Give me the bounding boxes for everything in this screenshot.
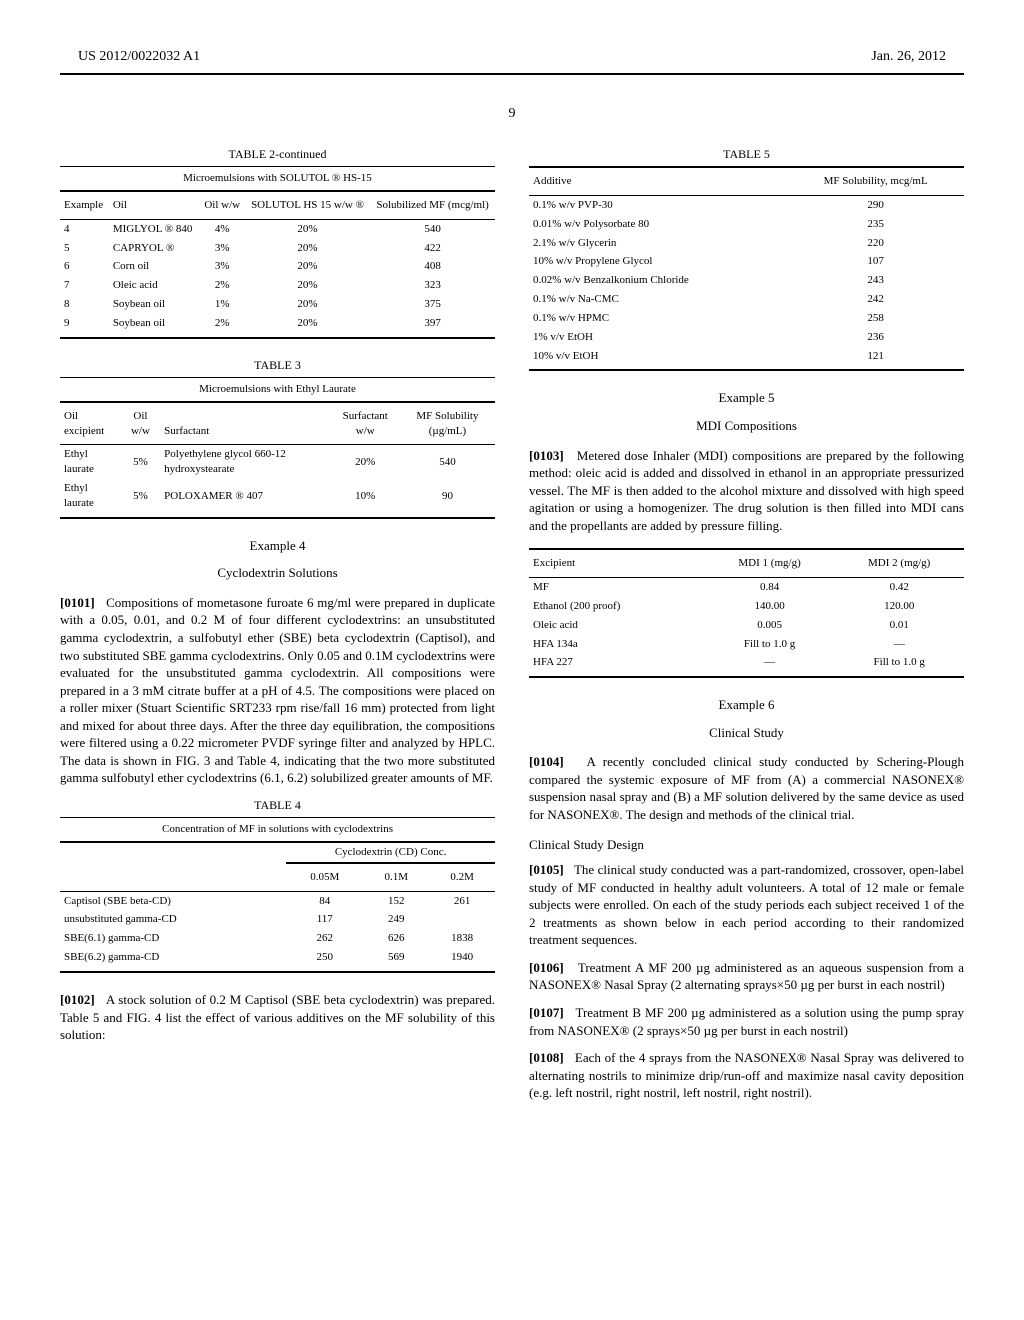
table-row: Ethyl laurate5%Polyethylene glycol 660-1… xyxy=(60,445,495,479)
publication-date: Jan. 26, 2012 xyxy=(871,48,946,67)
table-label: TABLE 2-continued xyxy=(60,146,495,162)
example-title: MDI Compositions xyxy=(529,417,964,435)
col-header: Solubilized MF (mcg/ml) xyxy=(370,191,495,219)
para-ref: [0108] xyxy=(529,1050,564,1065)
table-row: 0.1% w/v Na-CMC242 xyxy=(529,290,964,309)
table-row: Captisol (SBE beta-CD)84152261 xyxy=(60,891,495,910)
table-row: SBE(6.2) gamma-CD2505691940 xyxy=(60,948,495,971)
col-header: MF Solubility, mcg/mL xyxy=(787,167,964,195)
example-heading: Example 4 xyxy=(60,537,495,555)
para-text: A recently concluded clinical study cond… xyxy=(529,754,964,822)
table-row: 5CAPRYOL ®3%20%422 xyxy=(60,239,495,258)
table-label: TABLE 4 xyxy=(60,797,495,813)
subheading: Clinical Study Design xyxy=(529,836,964,854)
table-row: 0.02% w/v Benzalkonium Chloride243 xyxy=(529,271,964,290)
table-row: Oleic acid0.0050.01 xyxy=(529,616,964,635)
table-row: HFA 134aFill to 1.0 g— xyxy=(529,635,964,654)
table-3: TABLE 3 Microemulsions with Ethyl Laurat… xyxy=(60,357,495,519)
publication-number: US 2012/0022032 A1 xyxy=(78,48,200,67)
para-ref: [0105] xyxy=(529,862,564,877)
col-header: Oil w/w xyxy=(121,402,160,445)
page-header: US 2012/0022032 A1 Jan. 26, 2012 xyxy=(60,48,964,71)
table-5: TABLE 5 Additive MF Solubility, mcg/mL 0… xyxy=(529,146,964,372)
para-text: Compositions of mometasone furoate 6 mg/… xyxy=(60,595,495,785)
col-header: 0.1M xyxy=(363,863,429,891)
table-row: 0.01% w/v Polysorbate 80235 xyxy=(529,215,964,234)
paragraph: [0102] A stock solution of 0.2 M Captiso… xyxy=(60,991,495,1044)
table-row: MF0.840.42 xyxy=(529,578,964,597)
col-header: Surfactant xyxy=(160,402,330,445)
two-column-layout: TABLE 2-continued Microemulsions with SO… xyxy=(60,146,964,1112)
col-header: 0.2M xyxy=(429,863,495,891)
page-number: 9 xyxy=(60,105,964,124)
example-heading: Example 6 xyxy=(529,696,964,714)
para-text: Metered dose Inhaler (MDI) compositions … xyxy=(529,448,964,533)
table-row: HFA 227—Fill to 1.0 g xyxy=(529,653,964,676)
para-ref: [0106] xyxy=(529,960,564,975)
table-row: SBE(6.1) gamma-CD2626261838 xyxy=(60,929,495,948)
left-column: TABLE 2-continued Microemulsions with SO… xyxy=(60,146,495,1112)
table-row: 9Soybean oil2%20%397 xyxy=(60,314,495,337)
paragraph: [0104] A recently concluded clinical stu… xyxy=(529,753,964,823)
col-header: Additive xyxy=(529,167,787,195)
example-title: Cyclodextrin Solutions xyxy=(60,564,495,582)
table-row: 2.1% w/v Glycerin220 xyxy=(529,234,964,253)
table-row: unsubstituted gamma-CD117249 xyxy=(60,910,495,929)
para-ref: [0103] xyxy=(529,448,564,463)
para-text: Each of the 4 sprays from the NASONEX® N… xyxy=(529,1050,964,1100)
table-mdi: Excipient MDI 1 (mg/g) MDI 2 (mg/g) MF0.… xyxy=(529,548,964,678)
table-row: 8Soybean oil1%20%375 xyxy=(60,295,495,314)
col-header: MDI 2 (mg/g) xyxy=(834,550,964,578)
table-row: Ethyl laurate5%POLOXAMER ® 40710%90 xyxy=(60,479,495,517)
col-header: Example xyxy=(60,191,109,219)
col-header: Oil xyxy=(109,191,200,219)
para-text: The clinical study conducted was a part-… xyxy=(529,862,964,947)
para-text: Treatment A MF 200 µg administered as an… xyxy=(529,960,964,993)
table-row: 1% v/v EtOH236 xyxy=(529,328,964,347)
para-ref: [0104] xyxy=(529,754,564,769)
col-header: MDI 1 (mg/g) xyxy=(705,550,835,578)
table-row: 7Oleic acid2%20%323 xyxy=(60,276,495,295)
paragraph: [0103] Metered dose Inhaler (MDI) compos… xyxy=(529,447,964,535)
paragraph: [0105] The clinical study conducted was … xyxy=(529,861,964,949)
example-heading: Example 5 xyxy=(529,389,964,407)
table-row: Ethanol (200 proof)140.00120.00 xyxy=(529,597,964,616)
table-caption: Concentration of MF in solutions with cy… xyxy=(60,818,495,842)
para-ref: [0107] xyxy=(529,1005,564,1020)
col-header: SOLUTOL HS 15 w/w ® xyxy=(245,191,370,219)
col-header: Excipient xyxy=(529,550,705,578)
table-row: 10% w/v Propylene Glycol107 xyxy=(529,252,964,271)
col-header: 0.05M xyxy=(286,863,363,891)
table-caption: Microemulsions with SOLUTOL ® HS-15 xyxy=(60,167,495,191)
table-row: 0.1% w/v HPMC258 xyxy=(529,309,964,328)
table-row: 6Corn oil3%20%408 xyxy=(60,257,495,276)
paragraph: [0106] Treatment A MF 200 µg administere… xyxy=(529,959,964,994)
paragraph: [0107] Treatment B MF 200 µg administere… xyxy=(529,1004,964,1039)
table-2-continued: TABLE 2-continued Microemulsions with SO… xyxy=(60,146,495,339)
example-title: Clinical Study xyxy=(529,724,964,742)
para-text: Treatment B MF 200 µg administered as a … xyxy=(529,1005,964,1038)
col-header: Oil w/w xyxy=(200,191,245,219)
table-row: 4MIGLYOL ® 8404%20%540 xyxy=(60,219,495,238)
col-header: Oil excipient xyxy=(60,402,121,445)
spanner-header: Cyclodextrin (CD) Conc. xyxy=(286,843,495,863)
para-ref: [0102] xyxy=(60,992,95,1007)
table-row: 0.1% w/v PVP-30290 xyxy=(529,195,964,214)
right-column: TABLE 5 Additive MF Solubility, mcg/mL 0… xyxy=(529,146,964,1112)
col-header: Surfactant w/w xyxy=(331,402,400,445)
col-header: MF Solubility (µg/mL) xyxy=(400,402,495,445)
paragraph: [0101] Compositions of mometasone furoat… xyxy=(60,594,495,787)
header-rule xyxy=(60,73,964,75)
table-caption: Microemulsions with Ethyl Laurate xyxy=(60,378,495,402)
table-label: TABLE 5 xyxy=(529,146,964,162)
table-label: TABLE 3 xyxy=(60,357,495,373)
para-text: A stock solution of 0.2 M Captisol (SBE … xyxy=(60,992,495,1042)
table-4: TABLE 4 Concentration of MF in solutions… xyxy=(60,797,495,973)
table-row: 10% v/v EtOH121 xyxy=(529,347,964,370)
paragraph: [0108] Each of the 4 sprays from the NAS… xyxy=(529,1049,964,1102)
para-ref: [0101] xyxy=(60,595,95,610)
